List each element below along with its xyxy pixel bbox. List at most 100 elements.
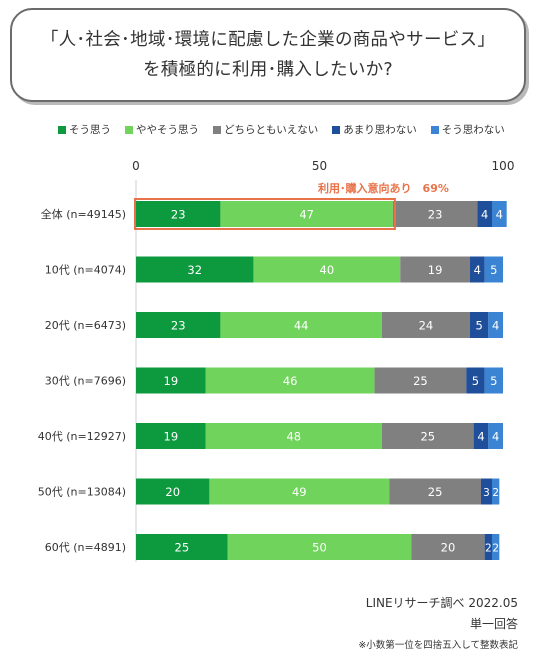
bar-segment (136, 423, 206, 449)
legend-label: そう思う (69, 124, 111, 136)
rounding-note: ※小数第一位を四捨五入して整数表記 (358, 640, 518, 651)
category-label: 60代 (n=4891) (45, 541, 126, 554)
data-label: 23 (171, 319, 186, 333)
data-label: 25 (420, 430, 435, 444)
data-label: 50 (312, 541, 327, 555)
bar-segment (491, 201, 507, 227)
bar-segment (227, 534, 412, 560)
legend-label: どちらともいえない (224, 124, 319, 136)
data-label: 19 (164, 430, 179, 444)
highlight-annotation: 利用･購入意向あり 69% (318, 181, 449, 195)
bar-segment (477, 201, 492, 227)
data-label: 19 (428, 263, 443, 277)
legend-label: そう思わない (441, 124, 505, 136)
legend-swatch (332, 125, 341, 134)
bar-segment (480, 478, 492, 505)
bar-segment (473, 423, 489, 449)
bar-segment (484, 534, 492, 560)
legend-swatch (125, 125, 133, 134)
category-label: 20代 (n=6473) (45, 319, 126, 332)
data-label: 20 (441, 541, 456, 555)
bar-segment (491, 478, 500, 505)
x-tick-label: 50 (312, 159, 327, 173)
bar-segment (205, 423, 382, 449)
data-label: 25 (175, 541, 190, 555)
bar-segment (491, 534, 500, 560)
bar-segment (411, 534, 485, 560)
bar-segment (136, 367, 206, 394)
bar-segment (381, 423, 474, 449)
legend-item-1: そう思う (58, 122, 111, 137)
bar-segment (136, 478, 210, 505)
bar-segment (136, 534, 228, 560)
legend-item-2: ややそう思う (125, 122, 199, 137)
data-label: 48 (286, 430, 301, 444)
category-label: 50代 (n=13084) (38, 486, 126, 499)
bar-segment (488, 423, 503, 449)
bar-segment (220, 201, 393, 227)
data-label: 23 (428, 208, 443, 222)
data-label: 44 (294, 319, 309, 333)
bar-segment (136, 256, 254, 283)
category-label: 40代 (n=12927) (38, 430, 126, 443)
bar-segment (374, 367, 467, 394)
data-label: 4 (496, 208, 503, 222)
data-label: 49 (292, 485, 307, 499)
data-label: 3 (483, 487, 490, 499)
data-label: 47 (299, 208, 314, 222)
data-label: 32 (187, 263, 202, 277)
bar-segment (220, 312, 382, 338)
bar-segment (484, 256, 503, 283)
data-label: 40 (320, 263, 335, 277)
bar-segment (466, 367, 485, 394)
category-label: 全体 (n=49145) (41, 207, 126, 221)
category-label: 10代 (n=4074) (45, 264, 126, 277)
data-label: 20 (165, 485, 180, 499)
bar-segment (389, 478, 481, 505)
data-label: 4 (474, 263, 481, 277)
chart-title-line-2: を積極的に利用･購入したいか? (142, 60, 394, 80)
answer-type-note: 単一回答 (469, 617, 518, 631)
data-label: 2 (492, 543, 499, 555)
data-label: 4 (477, 430, 484, 444)
legend-item-3: どちらともいえない (213, 122, 318, 137)
legend-item-5: そう思わない (430, 122, 505, 137)
data-label: 23 (171, 208, 186, 222)
legend-item-4: あまり思わない (332, 122, 417, 137)
bar-segment (381, 312, 470, 338)
data-label: 25 (413, 374, 428, 388)
category-label: 30代 (n=7696) (45, 375, 126, 388)
bar-segment (469, 312, 489, 338)
source-note: LINEリサーチ調べ 2022.05 (365, 596, 518, 610)
data-label: 24 (419, 319, 434, 333)
data-label: 5 (490, 374, 497, 388)
chart-title-line-1: 「人･社会･地域･環境に配慮した企業の商品やサービス」 (40, 30, 496, 50)
data-label: 4 (492, 430, 499, 444)
data-label: 5 (475, 319, 482, 333)
data-label: 4 (481, 208, 488, 222)
title-box: 「人･社会･地域･環境に配慮した企業の商品やサービス」 を積極的に利用･購入した… (10, 8, 526, 102)
x-tick-label: 0 (132, 159, 140, 173)
bar-segment (400, 256, 470, 283)
bar-segment (488, 312, 503, 338)
data-label: 2 (485, 543, 492, 555)
bar-segment (469, 256, 485, 283)
x-tick-label: 100 (492, 159, 515, 173)
data-label: 5 (472, 374, 479, 388)
data-label: 46 (283, 374, 298, 388)
bar-segment (209, 478, 390, 505)
bar-segment (253, 256, 401, 283)
bar-segment (136, 201, 221, 227)
highlight-box (134, 198, 396, 230)
data-label: 2 (492, 487, 499, 499)
legend-swatch (430, 125, 439, 134)
data-label: 19 (164, 374, 179, 388)
data-label: 4 (492, 319, 499, 333)
legend: そう思う ややそう思う どちらともいえない あまり思わない そう思わない (58, 122, 505, 137)
legend-swatch (213, 125, 221, 134)
data-label: 5 (490, 263, 497, 277)
data-label: 25 (428, 485, 443, 499)
bar-segment (392, 201, 478, 227)
legend-label: あまり思わない (343, 124, 417, 136)
